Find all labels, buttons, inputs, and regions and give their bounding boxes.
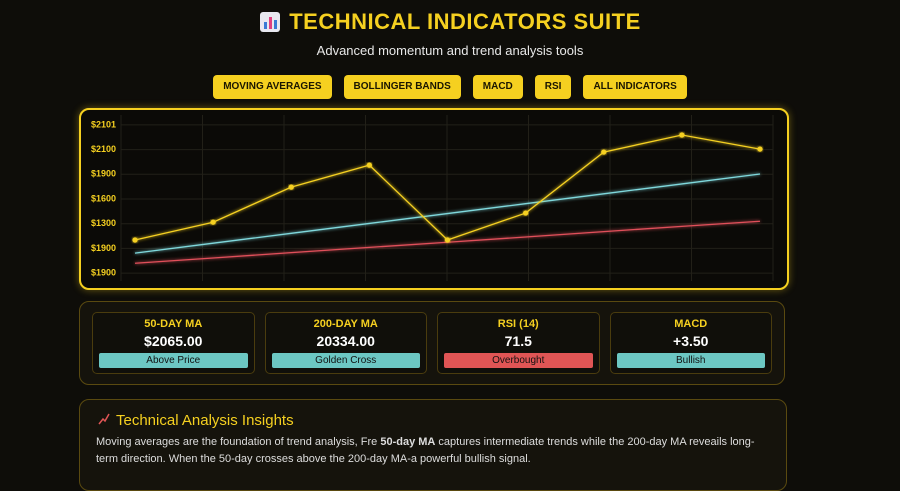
indicator-card: 50-DAY MA $2065.00 Above Price (92, 312, 255, 374)
y-tick-label: $1900 (91, 243, 116, 253)
chart: $1900 $1900 $1300 $1600 $1900 $2100 $2101 (91, 115, 774, 281)
card-status: Golden Cross (271, 353, 420, 368)
page: {"header":{"title":"TECHNICAL INDICATORS… (0, 8, 900, 491)
y-tick-label: $2101 (91, 119, 116, 129)
card-value: 20334.00 (316, 333, 375, 349)
indicator-card: MACD +3.50 Bullish (609, 312, 772, 374)
data-point (210, 219, 216, 225)
insights-text: Moving averages are the foundation of tr… (96, 434, 776, 468)
card-status: Bullish (616, 353, 765, 368)
insights-title-row: Technical Analysis Insights (98, 412, 294, 429)
nav-button[interactable]: ALL INDICATORS (583, 75, 687, 99)
card-value: $2065.00 (144, 333, 203, 349)
card-status: Above Price (99, 353, 248, 368)
cards-panel: 50-DAY MA $2065.00 Above Price 200-DAY MA 20… (79, 301, 785, 385)
insights-title: Technical Analysis Insights (116, 412, 294, 429)
data-point (601, 149, 607, 155)
insights-text-part: captures intermediate trends while the 2… (96, 436, 755, 465)
nav-button[interactable]: MACD (472, 75, 523, 99)
data-point (444, 237, 451, 243)
card-value: +3.50 (673, 333, 709, 349)
data-point (757, 146, 763, 152)
card-label: 50-DAY MA (144, 318, 203, 330)
nav: MOVING AVERAGES BOLLINGER BANDS MACD RSI ALL… (0, 75, 900, 99)
subtitle: Advanced momentum and trend analysis too… (316, 43, 584, 58)
title-row: TECHNICAL INDICATORS SUITE (0, 8, 900, 35)
y-tick-label: $1900 (91, 267, 116, 277)
y-tick-label: $1300 (91, 218, 116, 228)
data-point (523, 210, 529, 216)
chart-panel: $1900 $1900 $1300 $1600 $1900 $2100 $2101 (79, 108, 789, 290)
card-label: MACD (674, 318, 708, 330)
series-line (134, 173, 761, 254)
insights-text-part: 50-day (380, 436, 416, 448)
nav-button[interactable]: RSI (534, 75, 572, 99)
indicator-card: 200-DAY MA 20334.00 Golden Cross (264, 312, 427, 374)
insights-text-part: MA (418, 436, 436, 448)
y-tick-label: $2100 (91, 144, 116, 154)
data-point (132, 237, 138, 243)
nav-button[interactable]: BOLLINGER BANDS (343, 75, 461, 99)
indicator-card: RSI (14) 71.5 Overbought (437, 312, 600, 374)
insights-text-part: Moving averages are the foundation of tr… (96, 436, 381, 448)
data-point (288, 184, 294, 190)
nav-button[interactable]: MOVING AVERAGES (213, 75, 332, 99)
page-title: TECHNICAL INDICATORS SUITE (289, 9, 641, 35)
card-label: RSI (14) (497, 318, 539, 330)
data-point (679, 132, 685, 138)
insights-panel: Technical Analysis Insights Moving avera… (79, 399, 787, 491)
card-status: Overbought (444, 353, 593, 368)
card-label: 200-DAY MA (313, 318, 378, 330)
data-point (366, 162, 372, 168)
chart-icon (260, 12, 281, 33)
y-tick-label: $1900 (91, 169, 116, 179)
trend-icon (98, 413, 110, 425)
card-value: 71.5 (504, 333, 532, 349)
y-tick-label: $1600 (91, 193, 116, 203)
